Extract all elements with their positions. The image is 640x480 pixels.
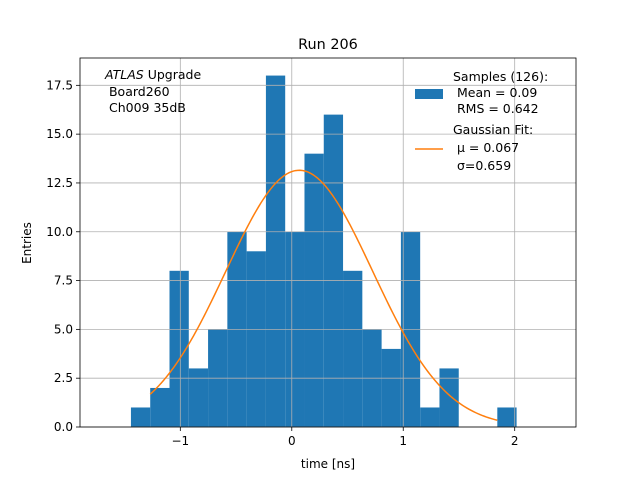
histogram-bar [497,407,517,427]
x-tick-label: 0 [288,434,296,448]
histogram-bar [420,407,440,427]
y-tick-label: 17.5 [46,78,73,92]
histogram-bar [304,153,324,427]
histogram-bar [343,270,363,427]
x-tick-label: 2 [511,434,519,448]
legend-fit-line2: μ = 0.067 [453,140,519,155]
y-tick-label: 2.5 [54,371,73,385]
annotation-line1-rest: Upgrade [144,67,202,82]
x-axis-label: time [ns] [301,457,355,471]
annotation-line3: Ch009 35dB [105,100,186,115]
histogram-bar [439,368,459,427]
histogram-bar [188,368,209,427]
y-tick-label: 15.0 [46,127,73,141]
gaussian-fit-curve [149,169,498,421]
plot-frame [79,57,577,428]
legend-fit-line3: σ=0.659 [453,158,511,173]
y-tick-label: 10.0 [46,225,73,239]
y-tick-label: 0.0 [54,420,73,434]
annotation-line2: Board260 [105,84,170,99]
histogram-bar [323,114,344,427]
chart-title: Run 206 [298,37,358,53]
legend-samples-line2: Mean = 0.09 [453,85,537,100]
histogram-bar [265,75,286,428]
legend-samples-patch [415,89,443,99]
atlas-annotation: ATLAS Upgrade Board260 Ch009 35dB [104,67,201,115]
histogram-bar [381,348,401,427]
histogram-bar [150,387,170,427]
axis-ticks: −1 0 1 2 0.0 2.5 5.0 7.5 10.0 12.5 15.0 17.5 [46,78,518,448]
x-tick-label: 1 [399,434,407,448]
histogram-bar [130,407,151,427]
x-tick-label: −1 [171,434,189,448]
histogram-bar [246,251,266,427]
y-axis-label: Entries [20,222,34,264]
y-tick-label: 12.5 [46,176,73,190]
legend-samples-line1: Samples (126): [453,69,548,84]
legend: Samples (126): Mean = 0.09 RMS = 0.642 G… [415,69,548,173]
histogram-bar [169,270,189,427]
legend-fit-line1: Gaussian Fit: [453,122,533,137]
y-tick-label: 5.0 [54,322,73,336]
annotation-italic-word: ATLAS [104,67,144,82]
legend-samples-line3: RMS = 0.642 [453,101,539,116]
svg-text:ATLAS Upgrade: ATLAS Upgrade [104,67,201,82]
y-tick-label: 7.5 [54,274,73,288]
grid-lines [80,58,576,428]
